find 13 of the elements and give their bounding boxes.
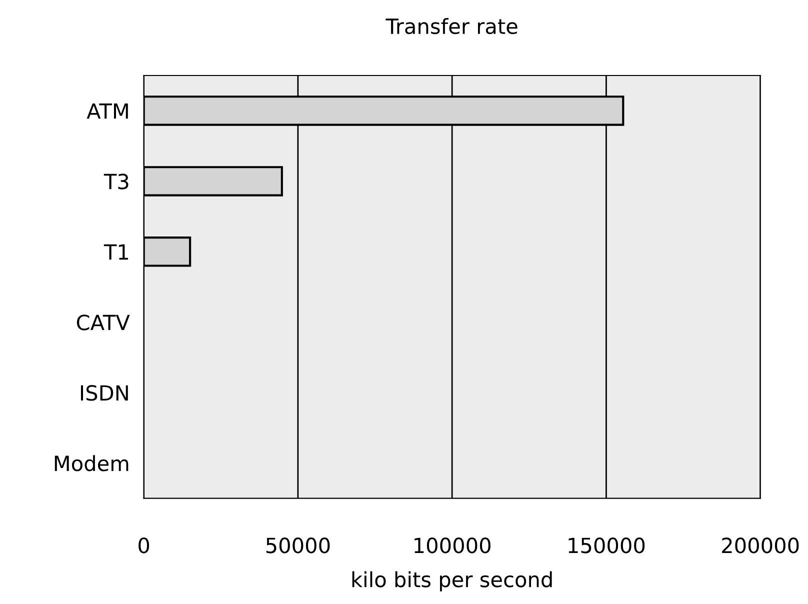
x-tick-label: 100000 (414, 538, 490, 554)
x-tick-label: 50000 (266, 538, 330, 554)
y-tick-label: T1 (104, 244, 128, 260)
x-tick-label: 200000 (722, 538, 799, 554)
x-axis-title: kilo bits per second (352, 571, 552, 592)
x-tick-label: 150000 (568, 538, 645, 554)
y-tick-label: ISDN (80, 385, 128, 401)
y-tick-label: ATM (86, 103, 128, 119)
y-tick-label: T3 (104, 174, 128, 190)
y-tick-label: CATV (76, 314, 130, 330)
chart-title: Transfer rate (386, 18, 518, 34)
y-tick-label: Modem (54, 455, 128, 472)
x-tick-label: 0 (138, 538, 150, 554)
